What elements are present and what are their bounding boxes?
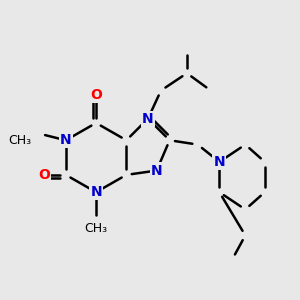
Text: N: N [60,133,72,147]
Text: CH₃: CH₃ [85,223,108,236]
Text: N: N [151,164,162,178]
Text: O: O [38,168,50,182]
Text: CH₃: CH₃ [8,134,31,147]
Text: O: O [90,88,102,102]
Text: N: N [214,155,225,169]
Text: N: N [90,185,102,199]
Text: N: N [142,112,154,126]
